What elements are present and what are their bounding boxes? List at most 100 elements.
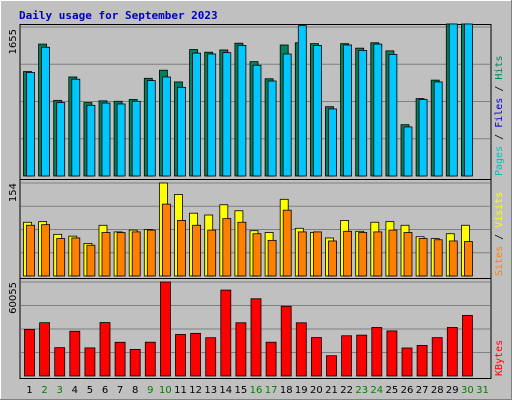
day-label: 24 xyxy=(370,385,383,396)
day-label: 25 xyxy=(386,385,399,396)
day-label: 28 xyxy=(431,385,444,396)
day-label: 20 xyxy=(310,385,323,396)
bar-files xyxy=(237,45,247,177)
day-label: 26 xyxy=(401,385,414,396)
bar-files xyxy=(131,100,141,177)
day-label: 15 xyxy=(235,385,248,396)
bar-kbytes xyxy=(129,348,141,377)
legend-hits: Pages / Files / Hits xyxy=(494,56,505,177)
bar-sites xyxy=(312,231,322,277)
bar-kbytes xyxy=(69,330,81,377)
day-label: 10 xyxy=(159,385,172,396)
bar-kbytes xyxy=(326,355,337,377)
bar-kbytes xyxy=(461,315,473,377)
bar-sites xyxy=(237,221,247,277)
bar-kbytes xyxy=(54,347,66,377)
bar-files xyxy=(403,126,413,177)
bar-kbytes xyxy=(190,332,202,377)
bar-files xyxy=(388,54,398,177)
bar-kbytes xyxy=(114,341,126,377)
bar-files xyxy=(177,86,186,177)
bar-kbytes xyxy=(401,347,413,377)
panel-hits: 1655 Pages / Files / Hits xyxy=(8,23,505,180)
bar-files xyxy=(448,23,458,177)
bar-sites xyxy=(388,229,398,277)
day-label: 9 xyxy=(147,385,153,396)
day-label: 31 xyxy=(476,385,489,396)
legend-item: Pages xyxy=(494,146,505,176)
bar-kbytes xyxy=(265,341,277,377)
bar-files xyxy=(26,72,35,177)
bar-sites xyxy=(41,224,50,277)
x-axis-day-labels: 1 2 3 4 5 6 7 8 9 10 11 12 13 14 15 16 17 18 19 20 21 22 23 24 2… xyxy=(26,385,489,396)
bar-files xyxy=(252,64,262,177)
bar-sites xyxy=(297,231,307,277)
bar-kbytes xyxy=(295,322,307,377)
legend-item: Hits xyxy=(494,56,505,80)
bar-files xyxy=(312,45,322,177)
day-label: 8 xyxy=(132,385,138,396)
bar-kbytes xyxy=(371,327,383,377)
bar-sites xyxy=(71,237,81,277)
bar-files xyxy=(282,53,292,177)
bar-files xyxy=(418,99,428,177)
day-label: 4 xyxy=(72,385,78,396)
panel-bars xyxy=(24,281,473,377)
bar-kbytes xyxy=(341,335,353,377)
day-label: 7 xyxy=(117,385,123,396)
legend-item: Files xyxy=(494,98,505,128)
bar-files xyxy=(373,43,383,177)
bar-sites xyxy=(448,240,458,277)
legend-visits: Sites / Visits xyxy=(494,192,505,276)
bar-files xyxy=(343,44,353,177)
bar-files xyxy=(161,76,171,177)
bar-sites xyxy=(403,232,413,277)
bar-files xyxy=(101,102,111,177)
bar-files xyxy=(192,52,202,177)
panel-visits: 154 Sites / Visits xyxy=(8,179,505,279)
panel-ymax-label: 154 xyxy=(8,183,19,202)
bar-sites xyxy=(56,238,66,277)
bar-kbytes xyxy=(250,298,262,377)
day-label: 12 xyxy=(189,385,202,396)
day-label: 22 xyxy=(340,385,353,396)
day-label: 6 xyxy=(102,385,108,396)
day-label: 2 xyxy=(41,385,47,396)
bar-kbytes xyxy=(235,322,247,377)
bar-kbytes xyxy=(386,330,398,377)
day-label: 30 xyxy=(461,385,474,396)
panel-ymax-label: 1655 xyxy=(8,29,19,54)
bar-files xyxy=(358,50,368,177)
bar-files xyxy=(86,104,96,177)
bar-sites xyxy=(101,232,111,277)
bar-files xyxy=(146,80,156,177)
bar-kbytes xyxy=(220,289,232,377)
bar-kbytes xyxy=(175,334,186,377)
bar-files xyxy=(267,80,277,177)
bar-sites xyxy=(177,220,186,277)
panel-bars xyxy=(23,182,473,277)
day-label: 23 xyxy=(355,385,368,396)
bar-sites xyxy=(161,203,171,277)
bar-sites xyxy=(418,238,428,277)
bar-sites xyxy=(146,229,156,277)
chart-title: Daily usage for September 2023 xyxy=(19,9,218,22)
day-label: 29 xyxy=(446,385,459,396)
bar-sites xyxy=(282,209,292,277)
bar-sites xyxy=(26,224,35,277)
bar-kbytes xyxy=(159,281,171,377)
bar-kbytes xyxy=(310,337,322,377)
bar-kbytes xyxy=(416,344,428,377)
bar-files xyxy=(207,53,217,177)
day-label: 11 xyxy=(174,385,187,396)
bar-files xyxy=(116,103,126,177)
bar-sites xyxy=(358,232,368,277)
legend-kbytes: KBytes xyxy=(494,340,505,376)
panel-bars xyxy=(23,23,473,177)
bar-files xyxy=(41,46,50,177)
panel-ymax-label: 60055 xyxy=(8,282,19,314)
bar-files xyxy=(297,25,307,177)
bar-kbytes xyxy=(280,305,292,377)
bar-sites xyxy=(343,230,353,277)
